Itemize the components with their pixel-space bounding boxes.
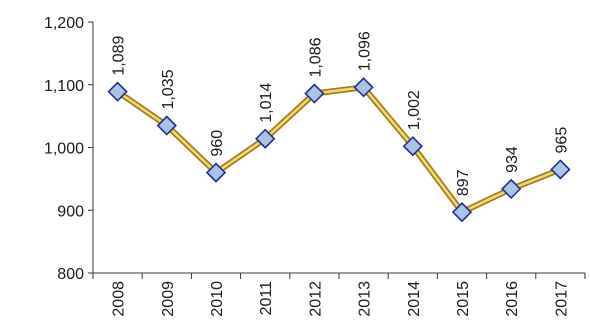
- data-label: 1,035: [160, 69, 177, 109]
- data-label: 1,096: [357, 31, 374, 71]
- data-point-marker: [255, 128, 276, 149]
- y-tick-label: 1,000: [44, 141, 84, 158]
- y-tick-label: 900: [57, 203, 84, 220]
- x-tick-label: 2017: [553, 281, 570, 317]
- data-point-marker: [451, 202, 473, 223]
- y-tick-label: 800: [57, 266, 84, 283]
- data-label: 1,002: [406, 90, 423, 130]
- data-point-marker: [107, 81, 128, 102]
- x-tick-label: 2012: [307, 281, 324, 317]
- data-label: 934: [504, 146, 521, 173]
- data-point-marker: [304, 83, 325, 104]
- x-tick-label: 2015: [455, 281, 472, 317]
- y-tick-label: 1,200: [44, 15, 84, 32]
- x-tick-label: 2013: [357, 281, 374, 317]
- data-point-marker: [156, 115, 177, 136]
- series-line: [115, 84, 562, 216]
- data-point-marker: [353, 77, 374, 98]
- x-tick-label: 2016: [504, 281, 521, 317]
- y-tick-label: 1,100: [44, 78, 84, 95]
- y-axis: 800 900 1,000 1,100 1,200: [44, 15, 94, 283]
- x-tick-label: 2010: [209, 281, 226, 317]
- series-line-inner: [116, 86, 561, 214]
- x-tick-label: 2011: [258, 281, 275, 316]
- series-line-outer: [115, 84, 562, 216]
- data-label: 1,089: [111, 36, 128, 76]
- data-labels: 1,089 1,035 960 1,014 1,086 1,096 1,002 897 934 9…: [111, 31, 571, 196]
- data-point-marker: [205, 162, 227, 183]
- x-axis: 2008 2009 2010 2011 2012 2013 2014 2015 2016 2017: [92, 272, 586, 317]
- x-tick-label: 2014: [406, 281, 423, 317]
- markers: [107, 77, 571, 223]
- data-label: 960: [209, 130, 226, 157]
- data-label: 965: [553, 127, 570, 154]
- data-point-marker: [501, 178, 522, 200]
- data-point-marker: [550, 159, 571, 180]
- data-label: 897: [455, 169, 472, 196]
- data-point-marker: [402, 136, 423, 157]
- x-tick-label: 2008: [111, 281, 128, 317]
- data-label: 1,014: [258, 83, 275, 123]
- data-label: 1,086: [307, 37, 324, 77]
- x-tick-label: 2009: [160, 281, 177, 317]
